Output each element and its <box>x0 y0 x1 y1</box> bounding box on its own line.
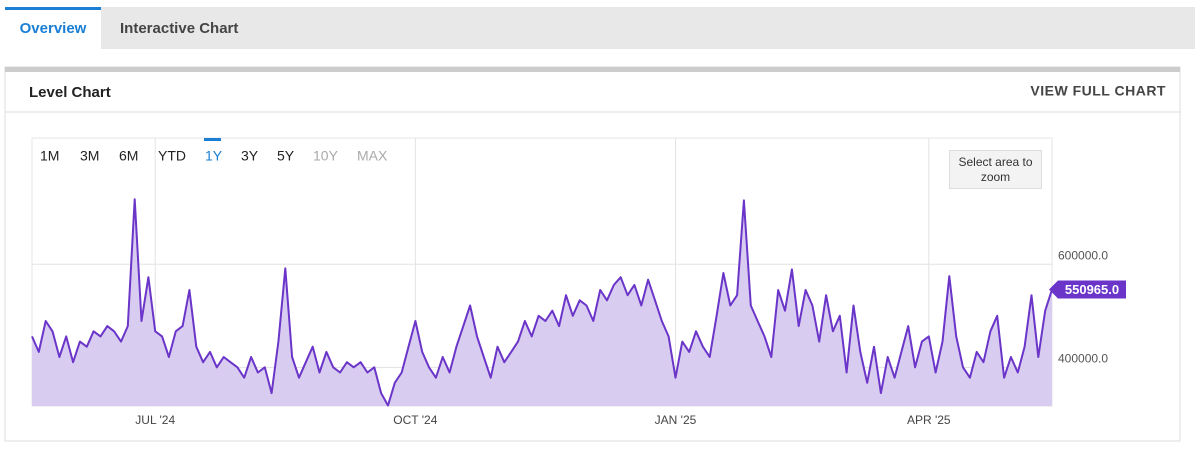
range-button: MAX <box>357 148 388 164</box>
range-button[interactable]: 6M <box>119 148 138 164</box>
range-button[interactable]: YTD <box>158 148 186 164</box>
range-button[interactable]: 1M <box>40 148 59 164</box>
x-tick-label: OCT '24 <box>393 413 437 427</box>
tab-active-bg <box>5 7 101 49</box>
tab-active-indicator <box>5 7 101 10</box>
panel-top-border <box>5 67 1180 72</box>
y-tick-label: 600000.0 <box>1058 248 1108 262</box>
value-label-box <box>1049 280 1126 299</box>
tab-bar <box>5 7 1195 49</box>
range-active-indicator <box>204 138 221 141</box>
range-button[interactable]: 3M <box>80 148 99 164</box>
tab[interactable]: Interactive Chart <box>120 20 238 37</box>
panel-title: Level Chart <box>29 84 111 101</box>
range-button[interactable]: 5Y <box>277 148 295 164</box>
view-full-chart-link[interactable]: VIEW FULL CHART <box>1030 83 1166 99</box>
zoom-hint[interactable]: Select area to zoom <box>949 150 1042 189</box>
range-button: 10Y <box>313 148 339 164</box>
x-tick-label: JAN '25 <box>655 413 697 427</box>
tab[interactable]: Overview <box>20 20 87 37</box>
x-tick-label: APR '25 <box>907 413 951 427</box>
area-fill <box>32 199 1052 406</box>
area-line <box>31 198 1053 407</box>
y-tick-label: 400000.0 <box>1058 352 1108 366</box>
range-button[interactable]: 1Y <box>205 148 223 164</box>
value-label: 550965.0 <box>1065 282 1119 297</box>
x-tick-label: JUL '24 <box>135 413 175 427</box>
range-button[interactable]: 3Y <box>241 148 259 164</box>
